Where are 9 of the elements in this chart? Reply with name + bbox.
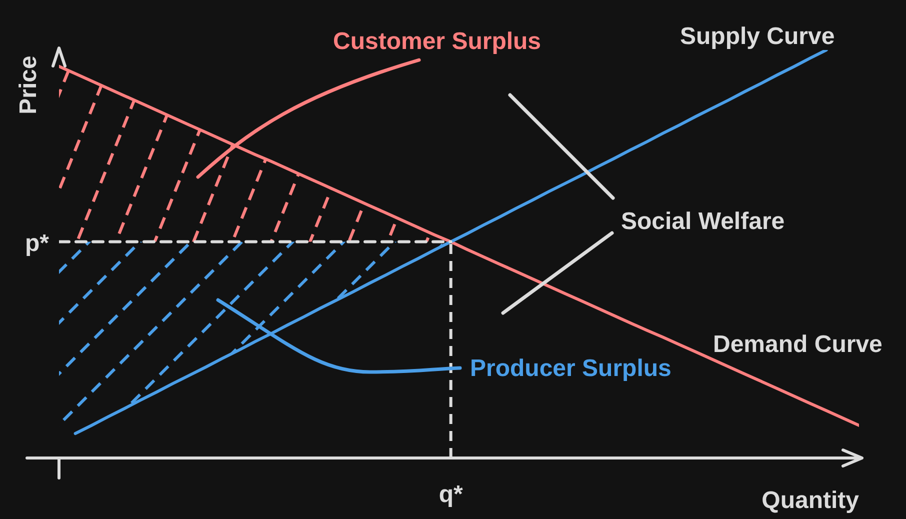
text: q* bbox=[438, 481, 464, 508]
series-label: Supply Curve bbox=[680, 23, 835, 50]
y-axis-title: Price bbox=[15, 56, 42, 114]
annotation: Social Welfare bbox=[621, 208, 785, 235]
annotation: Customer Surplus bbox=[333, 28, 542, 55]
text: p* bbox=[25, 230, 50, 257]
annotation: Producer Surplus bbox=[470, 355, 672, 382]
x-axis-title: Quantity bbox=[762, 487, 860, 514]
series-label: Demand Curve bbox=[713, 331, 882, 358]
